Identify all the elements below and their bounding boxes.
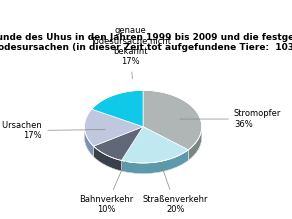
Text: Bahnverkehr
10%: Bahnverkehr 10% bbox=[80, 161, 134, 214]
Text: Stromopfer
36%: Stromopfer 36% bbox=[180, 109, 281, 129]
Text: Straßenverkehr
20%: Straßenverkehr 20% bbox=[142, 163, 208, 214]
Text: Todfunde des Uhus in den Jahren 1999 bis 2009 und die festgestell
Todesursachen : Todfunde des Uhus in den Jahren 1999 bis… bbox=[0, 33, 292, 52]
Polygon shape bbox=[188, 127, 202, 160]
Polygon shape bbox=[121, 127, 188, 163]
Polygon shape bbox=[92, 90, 143, 127]
Polygon shape bbox=[84, 109, 143, 146]
Polygon shape bbox=[143, 90, 202, 150]
Text: genaue
Todesursache nicht
bekannt
17%: genaue Todesursache nicht bekannt 17% bbox=[90, 26, 171, 79]
Ellipse shape bbox=[84, 101, 202, 174]
Polygon shape bbox=[84, 127, 93, 157]
Polygon shape bbox=[121, 150, 188, 174]
Polygon shape bbox=[93, 146, 121, 171]
Text: Sonstige Ursachen
17%: Sonstige Ursachen 17% bbox=[0, 121, 105, 140]
Polygon shape bbox=[93, 127, 143, 161]
